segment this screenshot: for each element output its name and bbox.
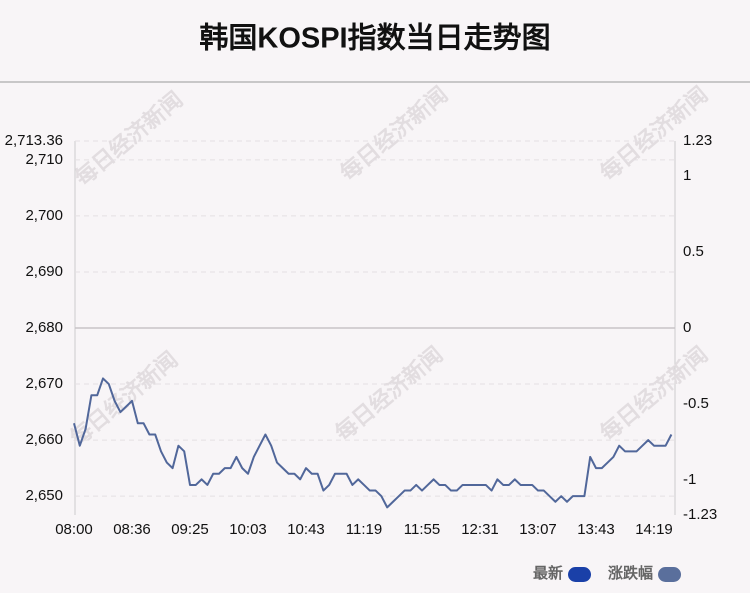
x-tick-label: 10:43 [287, 521, 325, 538]
y2-tick-label: 1.23 [683, 132, 712, 149]
price-line [73, 377, 673, 509]
x-tick-label: 08:00 [55, 521, 93, 538]
y2-tick-label: 0.5 [683, 243, 704, 260]
legend-swatch [568, 567, 592, 582]
y-tick-label: 2,680 [25, 319, 63, 336]
y-tick-label: 2,710 [25, 151, 63, 168]
y2-tick-label: -0.5 [683, 395, 709, 412]
x-tick-label: 09:25 [171, 521, 209, 538]
y-tick-label: 2,650 [25, 487, 63, 504]
y-tick-label: 2,713.36 [5, 132, 63, 149]
x-tick-label: 10:03 [229, 521, 267, 538]
x-tick-label: 13:43 [577, 521, 615, 538]
x-tick-label: 13:07 [519, 521, 557, 538]
x-tick-label: 14:19 [635, 521, 673, 538]
x-tick-label: 11:55 [404, 521, 440, 538]
y-tick-label: 2,700 [25, 207, 63, 224]
y-tick-label: 2,670 [25, 375, 63, 392]
x-tick-label: 12:31 [461, 521, 499, 538]
y-tick-label: 2,690 [25, 263, 63, 280]
y-tick-label: 2,660 [25, 431, 63, 448]
y2-tick-label: -1.23 [683, 506, 717, 523]
chart-title: 韩国KOSPI指数当日走势图 [199, 22, 550, 55]
y2-tick-label: 1 [683, 167, 691, 184]
y2-tick-label: 0 [683, 319, 691, 336]
x-tick-label: 08:36 [113, 521, 151, 538]
legend-label: 最新 [533, 564, 563, 582]
legend-swatch [658, 567, 682, 582]
x-tick-label: 11:19 [346, 521, 382, 538]
legend-label: 涨跌幅 [608, 564, 653, 582]
y2-tick-label: -1 [683, 471, 696, 488]
